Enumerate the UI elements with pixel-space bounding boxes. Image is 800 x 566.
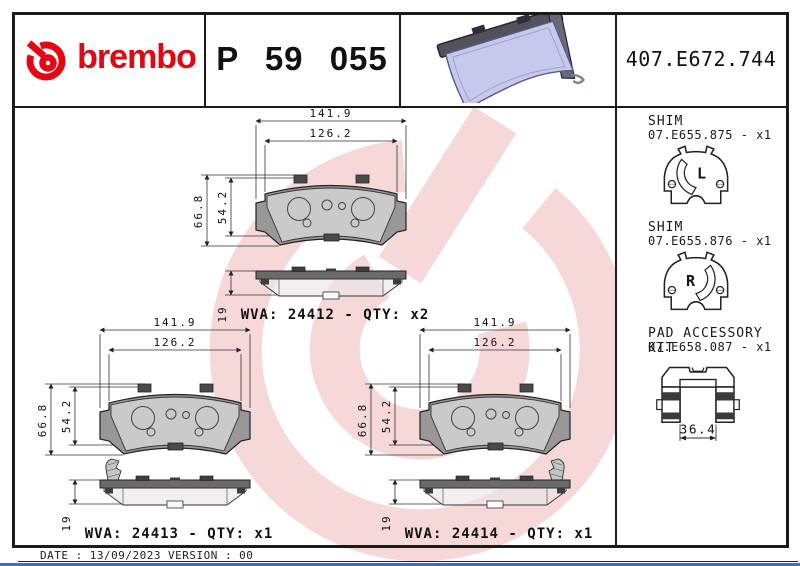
wva-qty-label: WVA: 24414 - QTY: x1: [405, 526, 594, 542]
catalog-number-cell: 407.E672.744: [617, 14, 785, 104]
frame-border-bottom: [12, 545, 789, 548]
pad-side-view: [419, 458, 571, 509]
shim-left-drawing: L: [663, 145, 729, 205]
dim-overall-width: 141.9: [473, 316, 516, 329]
footer-rule: [18, 561, 798, 562]
accessory-kit-title: PAD ACCESSORY KIT: [648, 326, 763, 356]
shim-right-title: SHIM: [648, 220, 684, 235]
pad-side-view: [99, 458, 251, 509]
pad-front-view: [99, 383, 251, 455]
shim-left-title: SHIM: [648, 114, 684, 129]
accessories-sidebar: SHIM 07.E655.875 - x1 L SHIM 07.E655.876…: [617, 108, 786, 545]
brand-logo-block: brembo: [15, 14, 203, 104]
frame-border-left: [12, 12, 15, 548]
part-number-cell: P 59 055: [206, 14, 398, 104]
dim-pad-width: 126.2: [473, 336, 516, 349]
shim-left-code: 07.E655.875 - x1: [648, 128, 772, 142]
pad-3d-image: [436, 15, 585, 103]
catalog-number: 407.E672.744: [625, 47, 777, 71]
accessory-kit-drawing: 36.4: [656, 366, 740, 441]
wear-indicator-right: [548, 458, 565, 481]
dim-overall-height: 66.8: [36, 403, 49, 438]
shim-right-drawing: R: [663, 251, 729, 311]
dim-overall-height: 66.8: [356, 403, 369, 438]
watermark-outer-ring: [209, 140, 632, 562]
watermark-tail: [378, 106, 517, 284]
shim-left-marking: L: [697, 165, 706, 183]
accessory-kit-code: 07.E658.087 - x1: [648, 340, 772, 354]
shim-slot: [676, 158, 697, 196]
footer-version-label: VERSION :: [167, 549, 233, 562]
brembo-logo-icon: [26, 40, 66, 81]
footer-date: 13/09/2023: [89, 549, 161, 562]
brembo-watermark-logo: [209, 106, 632, 562]
pad-front-view: [419, 383, 571, 455]
dim-overall-height: 66.8: [192, 194, 205, 229]
footer-date-label: DATE :: [40, 549, 83, 562]
wva-qty-label: WVA: 24412 - QTY: x2: [241, 307, 430, 323]
dim-overall-width: 141.9: [309, 107, 352, 120]
watermark-inner-hook: [309, 254, 530, 460]
logo-cell-divider: [204, 12, 206, 108]
dim-thickness: 19: [60, 514, 73, 531]
footer-version: 00: [239, 549, 254, 562]
pad-technical-drawing: 141.9 126.2 66.8 54.2 19: [356, 316, 594, 542]
kit-width-dimension: [679, 424, 717, 441]
part-cell-divider: [399, 12, 401, 108]
kit-width-label: 36.4: [680, 423, 717, 438]
shim-right-marking: R: [686, 272, 696, 290]
pad-drawing-group-wva24412: 141.9 126.2 66.8 54.2 19: [177, 103, 477, 343]
dim-pad-width: 126.2: [309, 127, 352, 140]
footer: DATE : 13/09/2023 VERSION : 00: [40, 549, 260, 562]
dim-pad-height: 54.2: [380, 399, 393, 434]
pad-technical-drawing: 141.9 126.2 66.8 54.2 19: [192, 107, 430, 323]
dim-thickness: 19: [380, 514, 393, 531]
pad-technical-drawing: 141.9 126.2 66.8 54.2 19: [36, 316, 274, 542]
sidebar-divider: [615, 12, 617, 547]
brand-wordmark: brembo: [77, 38, 197, 76]
pad-drawing-group-wva24413: 141.9 126.2 66.8 54.2 19: [21, 312, 321, 552]
part-number: P 59 055: [216, 40, 388, 77]
wear-indicator-left: [105, 458, 122, 481]
dimension-lines: [45, 327, 251, 505]
dim-pad-width: 126.2: [153, 336, 196, 349]
pad-drawing-group-wva24414: 141.9 126.2 66.8 54.2 19: [341, 312, 641, 552]
dim-overall-width: 141.9: [153, 316, 196, 329]
dim-pad-height: 54.2: [216, 190, 229, 225]
dim-pad-height: 54.2: [60, 399, 73, 434]
pad-side-view: [255, 266, 407, 300]
dim-thickness: 19: [216, 305, 229, 322]
pad-3d-image-cell: [401, 14, 614, 104]
shim-right-code: 07.E655.876 - x1: [648, 234, 772, 248]
shim-slot: [695, 264, 716, 302]
bottom-blue-bar: [0, 563, 800, 566]
pad-front-view: [255, 174, 407, 246]
frame-border-right: [786, 12, 789, 548]
wva-qty-label: WVA: 24413 - QTY: x1: [85, 526, 274, 542]
